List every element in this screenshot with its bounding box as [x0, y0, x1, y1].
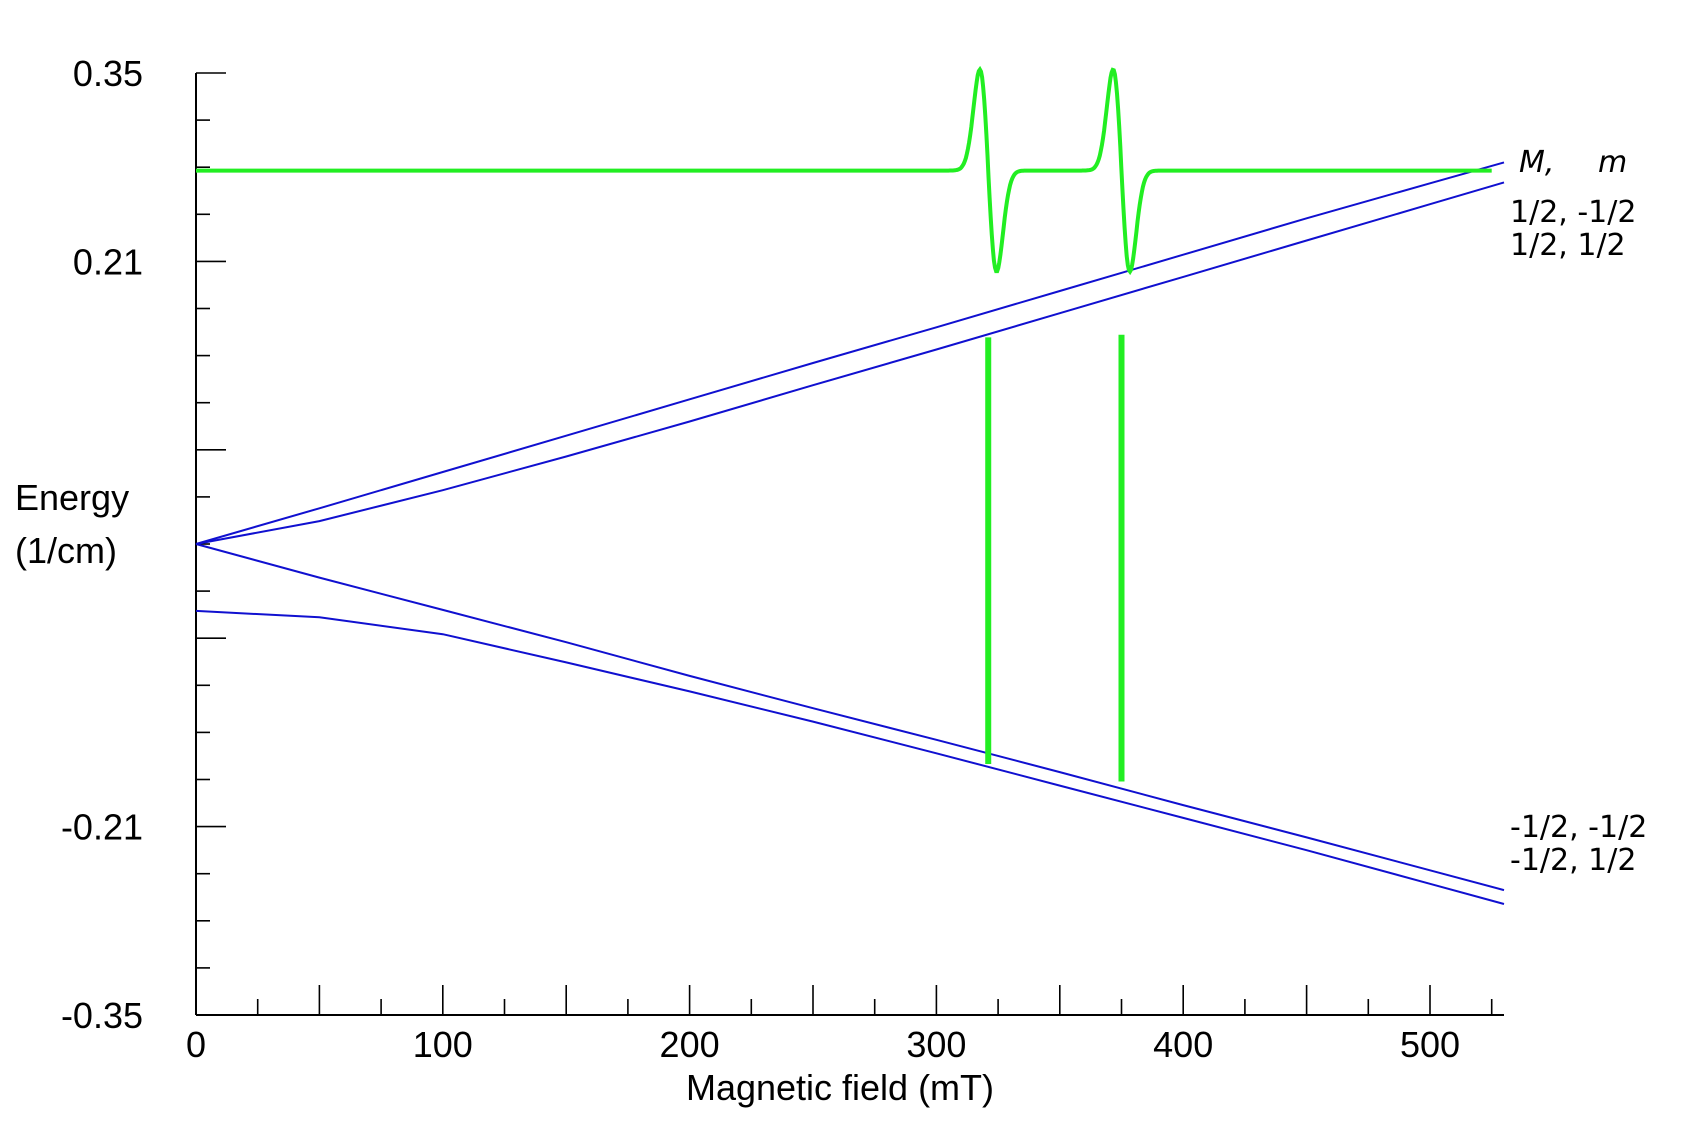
x-tick-label: 0 — [186, 1024, 206, 1065]
legend-header-m: m — [1598, 145, 1627, 180]
y-axis-label-line2: (1/cm) — [15, 530, 117, 571]
legend-header-M: M, — [1519, 145, 1554, 180]
state-label: 1/2, -1/2 — [1510, 195, 1636, 230]
energy-level-curve — [195, 161, 1505, 545]
energy-level-curve — [195, 609, 1505, 905]
energy-level-curves: 1/2, -1/21/2, 1/2 -1/2, -1/2-1/2, 1/2 — [195, 161, 1647, 905]
energy-level-curve — [195, 181, 1505, 545]
state-label: -1/2, 1/2 — [1510, 843, 1636, 878]
chart-labels: Magnetic field (mT) Energy (1/cm) M, m — [15, 145, 1627, 1108]
y-axis-label-line1: Energy — [15, 477, 129, 518]
y-tick-label: -0.21 — [61, 807, 143, 848]
x-tick-label: 400 — [1153, 1024, 1213, 1065]
y-tick-label: 0.21 — [73, 241, 143, 282]
x-axis-label: Magnetic field (mT) — [686, 1067, 994, 1108]
x-tick-label: 300 — [906, 1024, 966, 1065]
axes — [195, 73, 1504, 1016]
state-label: -1/2, -1/2 — [1510, 810, 1647, 845]
x-tick-label: 500 — [1400, 1024, 1460, 1065]
spectrum-line — [196, 65, 1492, 276]
energy-level-curve — [195, 543, 1505, 892]
axis-ticks: 0.35 0.21 -0.21 -0.35 0 100 200 300 400 500 — [61, 53, 1493, 1065]
y-tick-label: 0.35 — [73, 53, 143, 94]
x-tick-label: 100 — [413, 1024, 473, 1065]
x-tick-label: 200 — [660, 1024, 720, 1065]
transition-lines — [985, 334, 1125, 782]
y-tick-label: -0.35 — [61, 995, 143, 1036]
state-label: 1/2, 1/2 — [1510, 228, 1626, 263]
spectrum-trace — [196, 65, 1492, 276]
